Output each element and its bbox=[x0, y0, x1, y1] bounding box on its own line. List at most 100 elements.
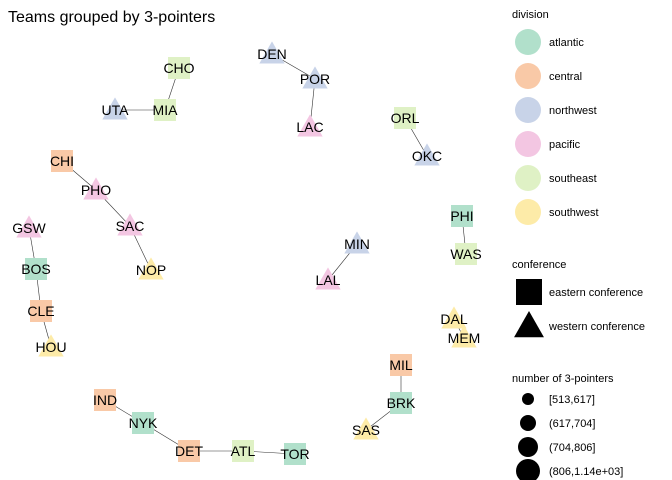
node-tor: TOR bbox=[280, 443, 310, 465]
legend-size-3-swatch bbox=[518, 437, 538, 457]
node-orl-marker bbox=[394, 107, 416, 129]
node-cho-label: CHO bbox=[163, 60, 194, 76]
node-mil-label: MIL bbox=[389, 357, 413, 373]
node-det-label: DET bbox=[175, 443, 203, 459]
node-sac-label: SAC bbox=[116, 218, 145, 234]
node-lac: LAC bbox=[296, 114, 324, 137]
node-dal-label: DAL bbox=[440, 311, 467, 327]
node-phi: PHI bbox=[450, 205, 474, 227]
node-atl-marker bbox=[232, 440, 254, 462]
node-sas-marker bbox=[353, 417, 379, 440]
node-cho: CHO bbox=[163, 57, 195, 79]
node-phi-marker bbox=[451, 205, 473, 227]
node-gsw-label: GSW bbox=[12, 220, 46, 236]
node-lac-label: LAC bbox=[296, 119, 323, 135]
node-mia: MIA bbox=[153, 99, 179, 121]
node-sac: SAC bbox=[116, 213, 145, 236]
node-chi-label: CHI bbox=[50, 153, 74, 169]
node-min: MIN bbox=[344, 231, 370, 254]
node-det: DET bbox=[175, 440, 203, 462]
node-atl-label: ATL bbox=[231, 443, 256, 459]
legend-size-2-swatch bbox=[520, 415, 536, 431]
node-nop: NOP bbox=[136, 257, 166, 280]
node-ind-marker bbox=[94, 389, 116, 411]
node-dal: DAL bbox=[440, 306, 468, 329]
legend-conference-triangle-swatch bbox=[514, 311, 544, 338]
node-det-marker bbox=[178, 440, 200, 462]
legend-division-title: division bbox=[512, 9, 549, 21]
node-den: DEN bbox=[257, 41, 287, 64]
node-den-marker bbox=[259, 41, 285, 64]
node-nyk: NYK bbox=[129, 412, 158, 434]
node-mia-label: MIA bbox=[153, 102, 179, 118]
node-phi-label: PHI bbox=[450, 208, 473, 224]
node-bos-label: BOS bbox=[21, 261, 51, 277]
node-brk: BRK bbox=[387, 392, 416, 414]
node-nyk-label: NYK bbox=[129, 415, 158, 431]
node-cle: CLE bbox=[27, 300, 55, 322]
node-pho: PHO bbox=[81, 177, 111, 200]
node-was: WAS bbox=[450, 243, 482, 265]
node-okc: OKC bbox=[412, 143, 442, 166]
node-sas-label: SAS bbox=[352, 422, 380, 438]
legend-conference-title: conference bbox=[512, 259, 566, 271]
node-lac-marker bbox=[297, 114, 323, 137]
node-hou-label: HOU bbox=[35, 339, 66, 355]
node-nop-label: NOP bbox=[136, 262, 166, 278]
node-lal-label: LAL bbox=[316, 272, 341, 288]
node-cho-marker bbox=[168, 57, 190, 79]
legend-conference-square-label: eastern conference bbox=[549, 287, 643, 299]
node-nyk-marker bbox=[132, 412, 154, 434]
node-pho-label: PHO bbox=[81, 182, 111, 198]
legend-division-atlantic-label: atlantic bbox=[549, 37, 584, 49]
node-mil: MIL bbox=[389, 354, 413, 376]
node-dal-marker bbox=[441, 306, 467, 329]
nodes-layer: DEN POR LAC CHO MIA UTA ORL OKC CHI PHO SAC NOP GSW B… bbox=[12, 41, 482, 465]
node-brk-marker bbox=[390, 392, 412, 414]
node-lal-marker bbox=[315, 267, 341, 290]
node-hou-marker bbox=[38, 334, 64, 357]
node-uta-marker bbox=[102, 97, 128, 120]
node-sac-marker bbox=[117, 213, 143, 236]
node-orl-label: ORL bbox=[391, 110, 420, 126]
legend-size-1-label: [513,617] bbox=[549, 394, 595, 406]
node-min-label: MIN bbox=[344, 236, 370, 252]
node-den-label: DEN bbox=[257, 46, 287, 62]
node-mem-label: MEM bbox=[448, 330, 481, 346]
node-cle-label: CLE bbox=[27, 303, 54, 319]
node-chi-marker bbox=[51, 150, 73, 172]
node-was-marker bbox=[455, 243, 477, 265]
legend-division-central-swatch bbox=[515, 63, 541, 89]
node-por-marker bbox=[302, 66, 328, 89]
legend-division-southwest-label: southwest bbox=[549, 207, 599, 219]
node-gsw: GSW bbox=[12, 215, 47, 238]
node-orl: ORL bbox=[391, 107, 420, 129]
legend-conference-square-swatch bbox=[516, 279, 542, 305]
legend-division-southeast-swatch bbox=[515, 165, 541, 191]
legend-division-southwest-swatch bbox=[515, 199, 541, 225]
node-bos: BOS bbox=[21, 258, 51, 280]
legend: division atlantic central northwest pacific s… bbox=[512, 9, 645, 480]
legend-conference-triangle-label: western conference bbox=[548, 321, 645, 333]
node-chi: CHI bbox=[50, 150, 74, 172]
node-brk-label: BRK bbox=[387, 395, 416, 411]
node-was-label: WAS bbox=[450, 246, 481, 262]
node-cle-marker bbox=[30, 300, 52, 322]
node-tor-marker bbox=[284, 443, 306, 465]
node-gsw-marker bbox=[16, 215, 42, 238]
legend-division-central-label: central bbox=[549, 71, 582, 83]
legend-size-3-label: (704,806] bbox=[549, 442, 595, 454]
node-bos-marker bbox=[25, 258, 47, 280]
node-atl: ATL bbox=[231, 440, 256, 462]
legend-size-4-label: (806,1.14e+03] bbox=[549, 466, 623, 478]
node-min-marker bbox=[344, 231, 370, 254]
node-tor-label: TOR bbox=[280, 446, 309, 462]
node-sas: SAS bbox=[352, 417, 380, 440]
node-mia-marker bbox=[154, 99, 176, 121]
node-mil-marker bbox=[390, 354, 412, 376]
node-nop-marker bbox=[138, 257, 164, 280]
node-hou: HOU bbox=[35, 334, 67, 357]
legend-size-1-swatch bbox=[522, 393, 534, 405]
node-ind: IND bbox=[93, 389, 117, 411]
